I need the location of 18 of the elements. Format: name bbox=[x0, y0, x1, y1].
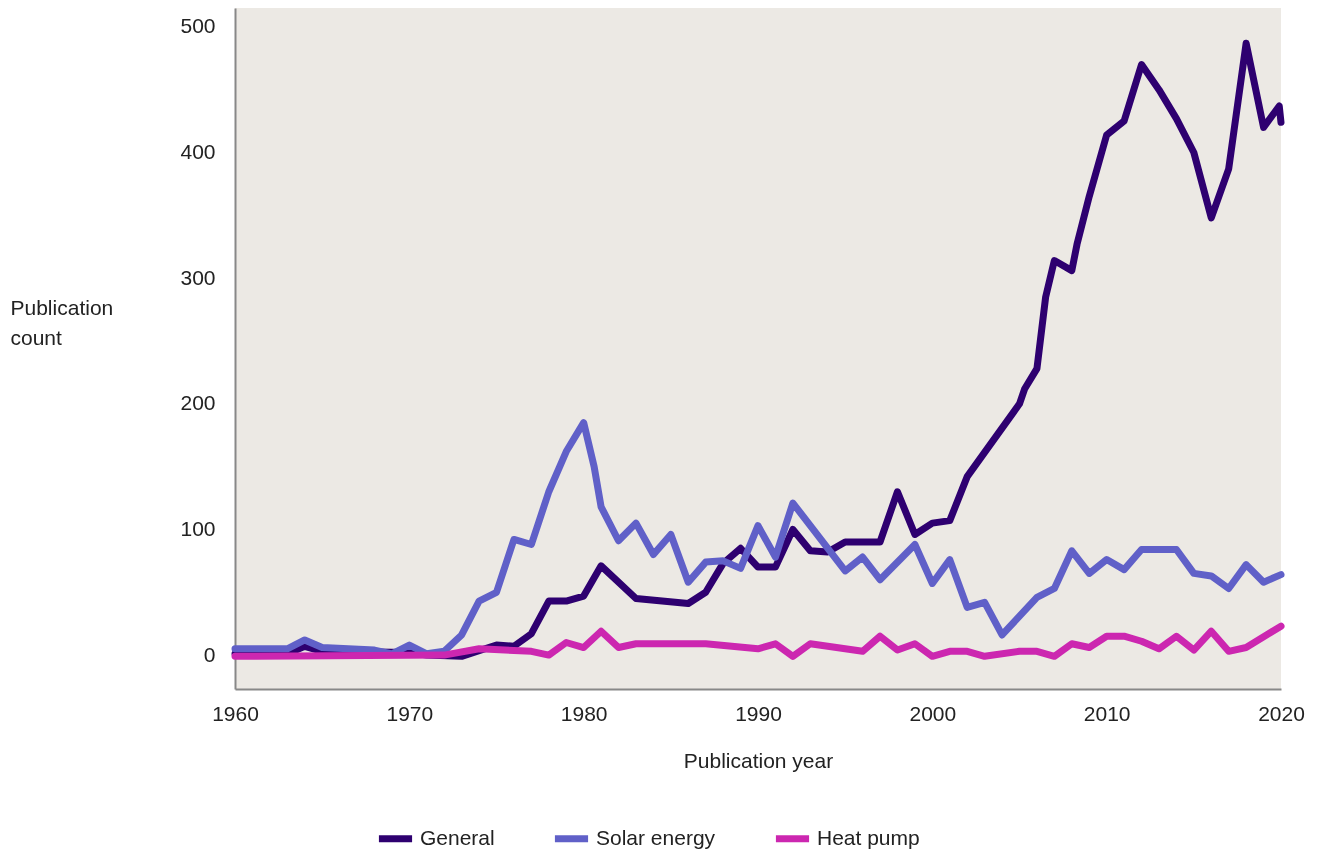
legend-label: Solar energy bbox=[596, 825, 716, 849]
x-tick-label: 1970 bbox=[386, 701, 434, 725]
x-tick-label: 1990 bbox=[735, 701, 782, 725]
x-tick-label: 2020 bbox=[1258, 701, 1305, 725]
y-axis-title: Publication count bbox=[10, 295, 114, 349]
x-tick-label: 2010 bbox=[1083, 701, 1131, 725]
y-tick-label: 400 bbox=[180, 139, 216, 163]
y-tick-label: 100 bbox=[180, 516, 216, 540]
y-tick-label: 500 bbox=[180, 14, 216, 38]
x-tick-label: 2000 bbox=[909, 701, 957, 725]
x-axis-title: Publication year bbox=[683, 748, 834, 772]
x-tick-label: 1960 bbox=[212, 701, 259, 725]
x-tick-label: 1980 bbox=[560, 701, 608, 725]
legend-label: Heat pump bbox=[817, 825, 920, 849]
y-tick-label: 200 bbox=[180, 391, 216, 415]
y-tick-label: 0 bbox=[203, 642, 216, 666]
y-tick-label: 300 bbox=[180, 265, 216, 289]
legend-label: General bbox=[420, 825, 495, 849]
